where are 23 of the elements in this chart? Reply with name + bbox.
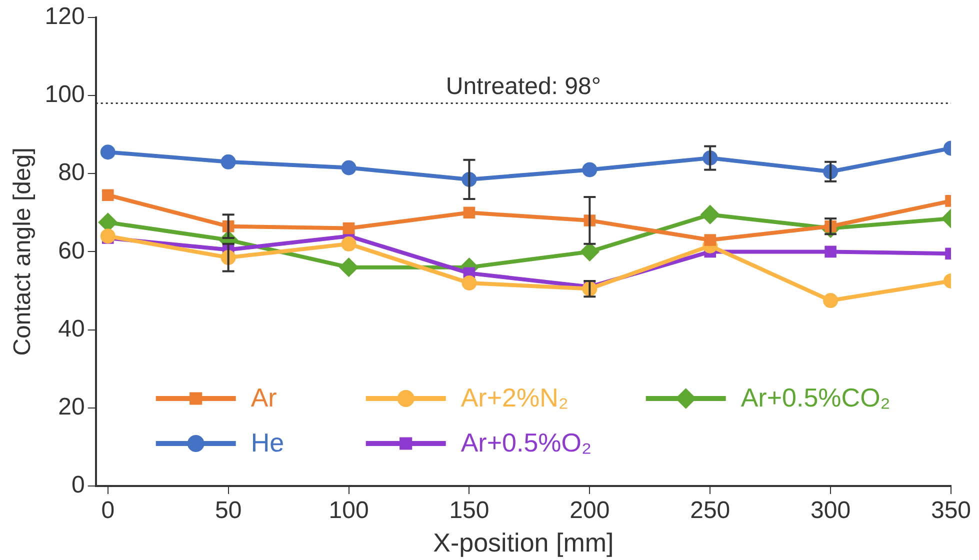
y-tick-label: 80 bbox=[58, 159, 85, 186]
x-axis-title: X-position [mm] bbox=[433, 528, 614, 558]
x-tick-label: 0 bbox=[101, 497, 115, 524]
legend-label: Ar+0.5%CO₂ bbox=[740, 382, 890, 413]
ref-line-label: Untreated: 98° bbox=[446, 72, 601, 100]
y-tick-label: 100 bbox=[44, 81, 85, 108]
y-axis-title: Contact angle [deg] bbox=[9, 148, 36, 356]
legend-label: Ar+2%N₂ bbox=[460, 382, 568, 413]
y-tick-label: 40 bbox=[58, 315, 85, 342]
x-tick-label: 100 bbox=[328, 497, 369, 524]
x-tick-label: 50 bbox=[214, 497, 242, 524]
x-tick-label: 200 bbox=[570, 497, 610, 524]
x-tick-label: 250 bbox=[690, 497, 730, 524]
legend-label: Ar+0.5%O₂ bbox=[460, 428, 592, 458]
legend-label: He bbox=[250, 428, 284, 458]
y-tick-label: 0 bbox=[71, 472, 85, 499]
x-tick-label: 300 bbox=[810, 497, 851, 524]
x-tick-label: 350 bbox=[930, 497, 972, 524]
y-tick-label: 120 bbox=[44, 3, 85, 30]
y-tick-label: 20 bbox=[58, 394, 85, 421]
y-tick-label: 60 bbox=[58, 237, 85, 264]
legend-label: Ar bbox=[250, 382, 278, 413]
x-tick-label: 150 bbox=[449, 497, 490, 524]
